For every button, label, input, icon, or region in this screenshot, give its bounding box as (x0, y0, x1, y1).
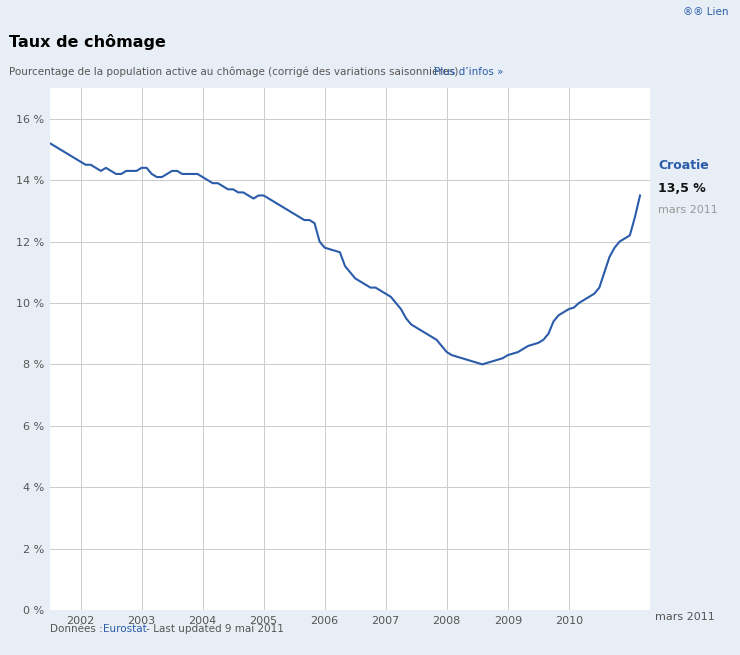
Text: Croatie: Croatie (658, 160, 709, 172)
Text: Taux de chômage: Taux de chômage (9, 34, 166, 50)
Text: Eurostat: Eurostat (103, 624, 147, 634)
Text: Données :: Données : (50, 624, 106, 634)
Text: mars 2011: mars 2011 (655, 612, 715, 622)
Text: ®® Lien: ®® Lien (684, 7, 729, 17)
Text: - Last updated 9 mai 2011: - Last updated 9 mai 2011 (143, 624, 284, 634)
Text: 13,5 %: 13,5 % (658, 183, 706, 195)
Text: mars 2011: mars 2011 (658, 205, 718, 215)
Text: Plus d’infos »: Plus d’infos » (434, 67, 504, 77)
Text: Pourcentage de la population active au chômage (corrigé des variations saisonniè: Pourcentage de la population active au c… (9, 67, 462, 77)
